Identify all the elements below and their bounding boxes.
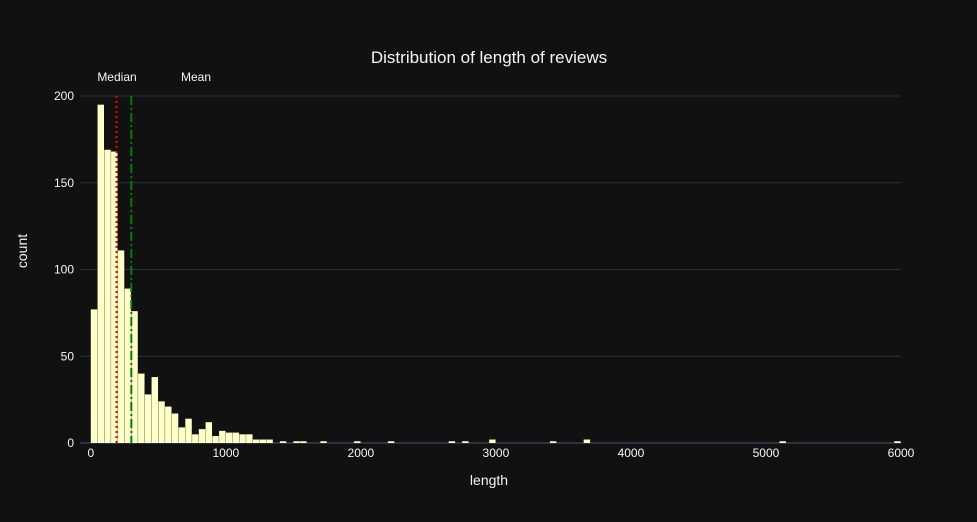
x-tick-label: 2000 — [348, 446, 375, 460]
histogram-bar — [97, 104, 105, 444]
y-tick-label: 50 — [61, 349, 75, 363]
histogram-bar — [246, 434, 253, 443]
chart-title: Distribution of length of reviews — [371, 48, 607, 67]
y-tick-label: 100 — [54, 263, 74, 277]
histogram-bar — [104, 149, 111, 443]
x-tick-label: 4000 — [618, 446, 645, 460]
histogram-bar — [489, 439, 496, 443]
y-axis-label: count — [14, 234, 30, 268]
histogram-bar — [779, 441, 786, 443]
reference-label-mean: Mean — [181, 70, 211, 84]
histogram-bar — [354, 441, 361, 443]
histogram-bar — [151, 377, 159, 443]
histogram-bar — [212, 436, 219, 443]
reference-label-median: Median — [97, 70, 136, 84]
histogram-bar — [266, 439, 273, 443]
y-tick-label: 0 — [67, 436, 74, 450]
histogram-bar — [279, 441, 287, 443]
histogram-bar — [300, 441, 307, 443]
histogram-bar — [448, 441, 456, 443]
histogram-bar — [124, 288, 132, 443]
histogram-bar — [171, 413, 179, 443]
histogram-bar — [138, 373, 145, 443]
histogram-bar — [462, 441, 469, 443]
y-axis-ticks: 0 50 100 150 200 — [54, 89, 74, 450]
x-tick-label: 1000 — [212, 446, 239, 460]
grid-lines — [80, 95, 901, 444]
x-tick-label: 3000 — [483, 446, 510, 460]
y-tick-label: 150 — [54, 176, 74, 190]
histogram-bar — [165, 406, 172, 443]
histogram-bar — [252, 439, 260, 443]
histogram-bar — [198, 429, 206, 443]
reference-lines: Median Mean — [97, 70, 211, 443]
histogram-bar — [387, 441, 395, 443]
histogram-bar — [111, 151, 118, 443]
histogram-bar — [583, 439, 591, 443]
histogram-bar — [293, 441, 300, 443]
x-tick-label: 0 — [87, 446, 94, 460]
histogram-bar — [158, 401, 165, 443]
histogram-bar — [185, 418, 192, 443]
histogram-bar — [320, 441, 327, 443]
x-axis-ticks: 0 1000 2000 3000 4000 5000 6000 — [87, 446, 914, 460]
histogram-bar — [144, 394, 152, 443]
histogram-bar — [192, 434, 199, 443]
histogram-bar — [205, 422, 213, 443]
histogram-bar — [894, 441, 901, 443]
x-tick-label: 5000 — [753, 446, 780, 460]
histogram-bar — [90, 309, 98, 443]
x-tick-label: 6000 — [888, 446, 915, 460]
histogram-bar — [219, 430, 226, 443]
histogram-bar — [239, 434, 246, 443]
histogram-bar — [131, 311, 138, 443]
histogram-bars — [90, 104, 901, 444]
histogram-bar — [549, 441, 557, 443]
histogram-bar — [225, 432, 233, 443]
histogram-bar — [259, 439, 267, 443]
histogram-bar — [232, 432, 240, 443]
histogram-bar — [178, 427, 186, 443]
histogram-bar — [117, 250, 125, 443]
y-tick-label: 200 — [54, 89, 74, 103]
x-axis-label: length — [470, 472, 508, 488]
